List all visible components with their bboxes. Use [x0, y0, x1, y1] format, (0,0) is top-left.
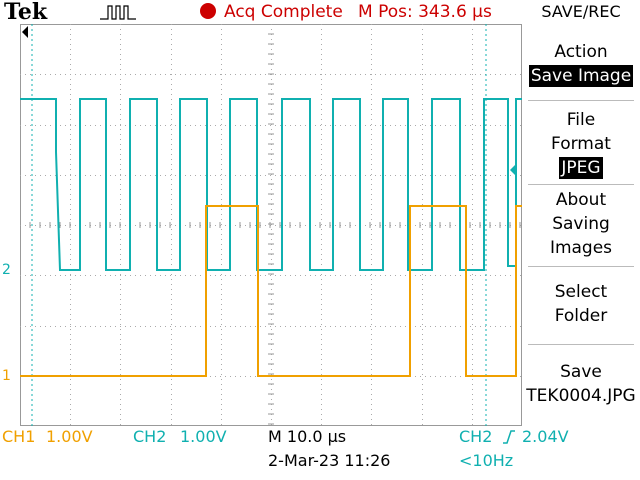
- acquisition-status-icon: [200, 3, 216, 19]
- ch2-scale: 1.00V: [180, 427, 227, 446]
- trigger-frequency: <10Hz: [459, 451, 514, 470]
- trigger-level-icon: [510, 164, 516, 176]
- menu-about-saving-images[interactable]: About Saving Images: [549, 190, 613, 258]
- ch1-label: CH1: [2, 427, 36, 446]
- ch1-ground-marker: 1: [2, 368, 11, 384]
- menu-action[interactable]: Action Save Image: [528, 42, 634, 87]
- ch1-waveform: [20, 205, 522, 377]
- menu-title: SAVE/REC: [541, 2, 621, 21]
- readout-bar: CH1 1.00V CH2 1.00V M 10.0 µs CH2 2.04V …: [0, 426, 640, 480]
- menu-select-folder[interactable]: Select Folder: [554, 282, 608, 326]
- menu-save-file[interactable]: Save TEK0004.JPG: [526, 362, 636, 406]
- trigger-level: 2.04V: [522, 427, 569, 446]
- trigger-position-icon: [22, 26, 28, 38]
- trigger-source: CH2: [459, 427, 493, 446]
- menu-file-format-value: JPEG: [559, 157, 603, 179]
- rising-edge-icon: [503, 430, 515, 444]
- brand-logo: Tek: [4, 0, 48, 25]
- menu-file-format[interactable]: File Format JPEG: [551, 110, 611, 179]
- side-menu: Action Save Image File Format JPEG About…: [522, 24, 640, 426]
- timebase: M 10.0 µs: [268, 427, 347, 446]
- menu-action-value: Save Image: [528, 65, 634, 87]
- date-time: 2-Mar-23 11:26: [268, 451, 391, 470]
- horizontal-position: M Pos: 343.6 µs: [358, 2, 492, 22]
- trigger-pulse-icon: [100, 5, 136, 20]
- ch2-label: CH2: [133, 427, 167, 446]
- graticule: [20, 24, 522, 426]
- ch2-waveform: [20, 98, 522, 271]
- acquisition-status: Acq Complete: [224, 2, 343, 22]
- ch2-ground-marker: 2: [2, 262, 11, 278]
- ch1-scale: 1.00V: [46, 427, 93, 446]
- status-bar: Tek Acq Complete M Pos: 343.6 µs SAVE/RE…: [0, 0, 640, 24]
- waveform-display: [20, 24, 522, 426]
